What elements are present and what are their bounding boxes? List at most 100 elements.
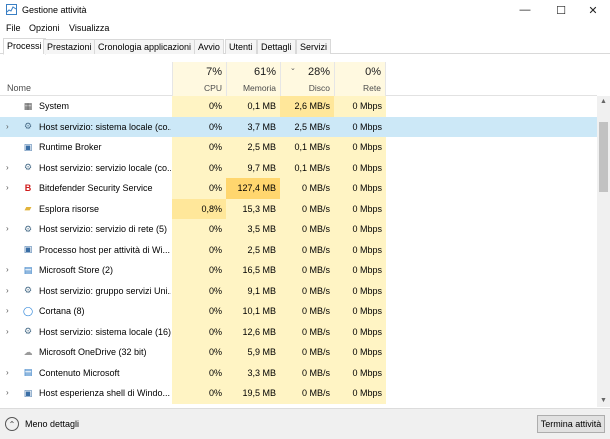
expand-chevron-icon[interactable]: › xyxy=(6,326,9,336)
scroll-up-icon[interactable]: ▲ xyxy=(600,98,607,105)
end-task-button[interactable]: Termina attività xyxy=(537,415,605,433)
process-row[interactable]: › ⚙ Host servizio: sistema locale (co... 0%… xyxy=(0,116,597,137)
memory-cell: 127,4 MB xyxy=(226,178,280,199)
menu-bar: File Opzioni Visualizza xyxy=(0,21,610,36)
process-name: Host servizio: servizio di rete (5) xyxy=(39,224,168,234)
window-title: Gestione attività xyxy=(22,5,87,15)
cpu-cell: 0% xyxy=(172,219,226,240)
tab-services[interactable]: Servizi xyxy=(296,39,332,54)
menu-options[interactable]: Opzioni xyxy=(29,23,60,33)
process-row[interactable]: ☁ Microsoft OneDrive (32 bit) 0% 5,9 MB 0 MB… xyxy=(0,342,597,363)
memory-cell: 10,1 MB xyxy=(226,301,280,322)
process-name: Microsoft Store (2) xyxy=(39,265,114,275)
memory-total: 61% xyxy=(253,66,276,78)
minimize-button[interactable]: — xyxy=(519,4,531,16)
disk-cell: 0 MB/s xyxy=(280,178,334,199)
tab-users[interactable]: Utenti xyxy=(225,39,257,54)
gear-icon: ⚙ xyxy=(23,326,33,336)
close-button[interactable]: ✕ xyxy=(588,4,598,17)
menu-view[interactable]: Visualizza xyxy=(69,23,110,33)
process-row[interactable]: › B Bitdefender Security Service 0% 127,4 MB… xyxy=(0,178,597,199)
bitdefender-icon: B xyxy=(24,183,32,193)
process-name: Microsoft OneDrive (32 bit) xyxy=(39,347,147,357)
process-name: Host servizio: gruppo servizi Uni... xyxy=(39,285,171,296)
process-row[interactable]: › ⚙ Host servizio: gruppo servizi Uni... 0%… xyxy=(0,280,597,301)
expand-chevron-icon[interactable]: › xyxy=(6,162,9,172)
process-row[interactable]: › ⚙ Host servizio: servizio locale (co... 0… xyxy=(0,157,597,178)
scroll-thumb[interactable] xyxy=(599,122,608,192)
tab-processes[interactable]: Processi xyxy=(3,38,46,55)
expand-chevron-icon[interactable]: › xyxy=(6,183,9,192)
cpu-cell: 0% xyxy=(172,342,226,363)
memory-cell: 3,5 MB xyxy=(226,219,280,240)
process-row[interactable]: ▰ Esplora risorse 0,8% 15,3 MB 0 MB/s 0 Mbps xyxy=(0,198,597,219)
column-name[interactable]: Nome xyxy=(7,83,32,93)
expand-chevron-icon[interactable]: › xyxy=(6,265,9,274)
cpu-cell: 0% xyxy=(172,157,226,178)
folder-icon: ▰ xyxy=(24,203,32,213)
cpu-label: CPU xyxy=(204,83,222,93)
network-cell: 0 Mbps xyxy=(334,137,386,158)
disk-cell: 0 MB/s xyxy=(280,383,334,404)
process-row[interactable]: › ⚙ Host servizio: servizio di rete (5) 0% 3… xyxy=(0,219,597,240)
expand-chevron-icon[interactable]: › xyxy=(6,121,9,131)
memory-cell: 19,5 MB xyxy=(226,383,280,404)
cpu-cell: 0% xyxy=(172,280,226,301)
process-row[interactable]: › ⚙ Host servizio: sistema locale (16) 0% 12… xyxy=(0,321,597,342)
expand-chevron-icon[interactable]: › xyxy=(6,367,9,377)
cloud-icon: ☁ xyxy=(23,346,33,357)
system-icon: ▦ xyxy=(23,100,33,111)
cpu-cell: 0% xyxy=(172,96,226,117)
store-icon: ▤ xyxy=(23,367,33,377)
tab-app-history[interactable]: Cronologia applicazioni xyxy=(94,39,196,54)
window-icon: ▣ xyxy=(23,387,33,398)
network-cell: 0 Mbps xyxy=(334,280,386,301)
process-row[interactable]: › ▣ Host esperienza shell di Windo... 0% 19,… xyxy=(0,383,597,404)
tab-performance[interactable]: Prestazioni xyxy=(43,39,96,54)
expand-chevron-icon[interactable]: › xyxy=(6,388,9,397)
expand-chevron-icon[interactable]: › xyxy=(6,306,9,315)
gear-icon: ⚙ xyxy=(23,162,33,172)
process-row[interactable]: ▦ System 0% 0,1 MB 2,6 MB/s 0 Mbps xyxy=(0,96,597,117)
network-cell: 0 Mbps xyxy=(352,121,382,132)
network-cell: 0 Mbps xyxy=(334,260,386,281)
process-row[interactable]: ▣ Processo host per attività di Wi... 0% 2,… xyxy=(0,239,597,260)
expand-chevron-icon[interactable]: › xyxy=(6,224,9,233)
task-manager-icon xyxy=(6,4,17,15)
process-row[interactable]: › ▤ Contenuto Microsoft 0% 3,3 MB 0 MB/s 0 Mbp… xyxy=(0,362,597,383)
tab-details[interactable]: Dettagli xyxy=(257,39,296,54)
process-name: Esplora risorse xyxy=(39,203,100,214)
scroll-down-icon[interactable]: ▼ xyxy=(600,397,607,404)
network-cell: 0 Mbps xyxy=(334,219,386,240)
disk-cell: 0 MB/s xyxy=(280,239,334,260)
network-cell: 0 Mbps xyxy=(334,157,386,178)
maximize-button[interactable]: ☐ xyxy=(556,4,566,17)
footer-bar: ⌃ Meno dettagli Termina attività xyxy=(0,408,610,439)
process-row[interactable]: ▣ Runtime Broker 0% 2,5 MB 0,1 MB/s 0 Mbps xyxy=(0,137,597,158)
memory-cell: 12,6 MB xyxy=(226,321,280,342)
memory-cell: 2,5 MB xyxy=(226,137,280,158)
process-name: Contenuto Microsoft xyxy=(39,367,120,378)
store-icon: ▤ xyxy=(23,264,33,275)
expand-chevron-icon[interactable]: › xyxy=(6,285,9,295)
cpu-cell: 0% xyxy=(172,239,226,260)
network-cell: 0 Mbps xyxy=(334,342,386,363)
memory-cell: 9,1 MB xyxy=(226,280,280,301)
process-row[interactable]: › ◯ Cortana (8) 0% 10,1 MB 0 MB/s 0 Mbps xyxy=(0,301,597,322)
network-total: 0% xyxy=(365,66,381,78)
process-name: Host servizio: sistema locale (16) xyxy=(39,326,171,337)
menu-file[interactable]: File xyxy=(6,23,21,33)
memory-label: Memoria xyxy=(242,83,276,93)
column-cpu[interactable]: 7% CPU xyxy=(172,62,226,96)
gear-icon: ⚙ xyxy=(23,121,33,131)
vertical-scrollbar[interactable]: ▲ ▼ xyxy=(597,96,610,407)
cpu-cell: 0% xyxy=(172,178,226,199)
process-row[interactable]: › ▤ Microsoft Store (2) 0% 16,5 MB 0 MB/s 0 Mb… xyxy=(0,260,597,281)
column-network[interactable]: 0% Rete xyxy=(334,62,386,96)
fewer-details-button[interactable]: ⌃ Meno dettagli xyxy=(5,415,79,433)
column-disk[interactable]: ⌄ 28% Disco xyxy=(280,62,334,96)
network-cell: 0 Mbps xyxy=(334,178,386,199)
tab-startup[interactable]: Avvio xyxy=(194,39,224,54)
column-memory[interactable]: 61% Memoria xyxy=(226,62,280,96)
cpu-cell: 0,8% xyxy=(172,198,226,219)
